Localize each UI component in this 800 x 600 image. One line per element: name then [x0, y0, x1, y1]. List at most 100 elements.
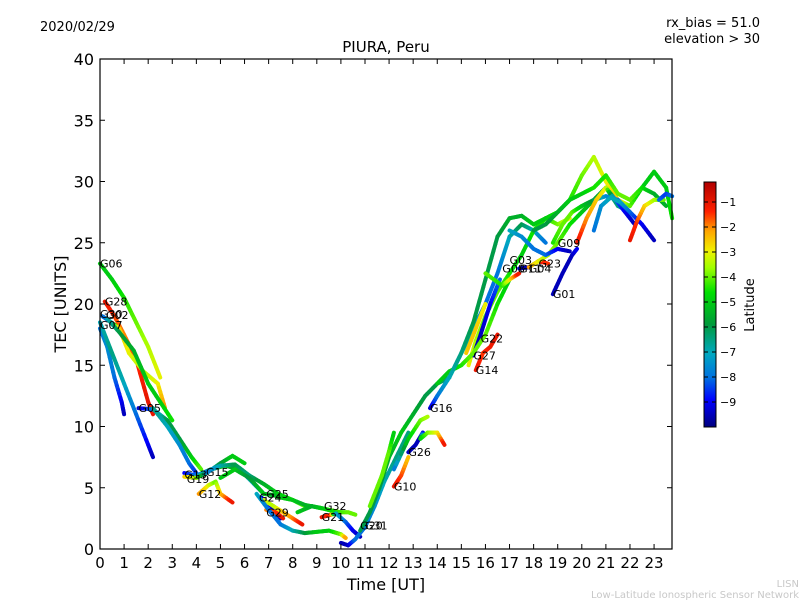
x-tick-label: 14	[428, 554, 447, 572]
trace-g29b	[261, 498, 305, 527]
trace-g01	[550, 246, 579, 297]
satellite-label-g30: G30	[100, 308, 123, 321]
x-tick-label: 5	[216, 554, 226, 572]
colorbar-label: Latitude	[743, 278, 758, 332]
satellite-label-g31: G31	[365, 520, 388, 533]
trace-g14	[473, 332, 500, 373]
trace-g07b	[98, 320, 155, 460]
satellite-label-g21: G21	[322, 511, 345, 524]
satellite-label-g32: G32	[324, 500, 347, 513]
trace-g14b	[435, 277, 512, 386]
trace-g08	[483, 271, 522, 288]
colorbar-tick-label: −2	[720, 221, 736, 234]
satellite-label-g25: G25	[266, 488, 289, 501]
x-tick-label: 8	[288, 554, 298, 572]
satellite-label-g29: G29	[266, 506, 289, 519]
trace-segment	[168, 415, 175, 423]
trace-g07	[98, 326, 127, 417]
satellite-label-g16: G16	[430, 402, 453, 415]
y-tick-label: 25	[74, 234, 94, 253]
trace-segment	[156, 370, 163, 380]
x-tick-label: 15	[452, 554, 471, 572]
satellite-label-g07: G07	[100, 319, 123, 332]
trace-g05b	[150, 406, 199, 476]
x-tick-label: 7	[264, 554, 274, 572]
trace-segment	[342, 535, 348, 540]
y-tick-label: 0	[84, 540, 94, 559]
x-tick-label: 16	[476, 554, 495, 572]
colorbar-gradient	[703, 181, 717, 428]
trace-segment	[405, 455, 411, 463]
trace-segment	[193, 469, 199, 476]
satellite-label-g10: G10	[394, 481, 417, 494]
x-tick-label: 23	[645, 554, 664, 572]
colorbar-ticks: −1 −2 −3 −4 −5 −6 −7 −8 −9	[704, 196, 736, 409]
trace-g02	[105, 316, 175, 423]
satellite-label-g09: G09	[558, 237, 581, 250]
colorbar-tick-label: −8	[720, 371, 736, 384]
x-axis-label: Time [UT]	[346, 575, 425, 594]
colorbar-tick-label: −1	[720, 196, 736, 209]
colorbar-tick-label: −7	[720, 346, 736, 359]
trace-segment	[279, 515, 286, 521]
trace-segment	[494, 332, 500, 339]
trace-segment	[150, 453, 155, 460]
trace-segment	[650, 235, 657, 243]
x-tick-label: 2	[143, 554, 153, 572]
trace-segment	[298, 521, 305, 527]
trace-segment	[515, 271, 522, 277]
y-tick-label: 10	[74, 418, 94, 437]
y-tick-label: 20	[74, 295, 94, 314]
x-tick-label: 1	[119, 554, 129, 572]
x-tick-label: 0	[95, 554, 105, 572]
x-tick-label: 10	[331, 554, 350, 572]
satellite-label-g08: G08	[502, 262, 525, 275]
elevation-annotation: elevation > 30	[664, 32, 760, 47]
trace-g06	[98, 261, 163, 380]
colorbar-tick-label: −6	[720, 321, 736, 334]
x-tick-label: 19	[548, 554, 567, 572]
trace-segment	[150, 410, 155, 417]
rx-bias-annotation: rx_bias = 51.0	[666, 16, 760, 31]
satellite-label-g04: G04	[529, 262, 552, 275]
footer-lisn: LISN	[777, 579, 799, 590]
trace-g29c	[254, 491, 348, 540]
x-tick-label: 17	[500, 554, 519, 572]
trace-segment	[441, 440, 447, 447]
trace-segment	[228, 499, 235, 505]
trace-segment	[197, 465, 204, 472]
satellite-label-g14: G14	[476, 364, 499, 377]
trace-g32	[295, 504, 358, 517]
trace-segment	[574, 246, 579, 252]
satellite-label-g13: G13	[184, 468, 207, 481]
x-tick-label: 6	[240, 554, 250, 572]
x-tick-label: 13	[404, 554, 423, 572]
y-tick-label: 15	[74, 356, 94, 375]
y-axis-label: TEC [UNITS]	[51, 256, 70, 354]
trace-segment	[541, 238, 548, 245]
satellite-label-g23: G23	[538, 258, 561, 271]
colorbar-tick-label: −3	[720, 246, 736, 259]
satellite-label-g05: G05	[139, 402, 162, 415]
trace-segment	[662, 201, 669, 208]
trace-segment	[404, 430, 411, 439]
satellite-label-g02: G02	[106, 309, 129, 322]
colorbar-tick-label: −9	[720, 396, 736, 409]
satellite-label-g20: G20	[360, 520, 383, 533]
satellite-label-g26: G26	[408, 446, 431, 459]
y-tick-label: 35	[74, 111, 94, 130]
x-tick-label: 18	[524, 554, 543, 572]
colorbar: −1 −2 −3 −4 −5 −6 −7 −8 −9 Latitude	[703, 181, 758, 428]
date-label: 2020/02/29	[40, 20, 115, 35]
x-tick-label: 21	[596, 554, 615, 572]
satellite-label-g11: G11	[519, 262, 542, 275]
trace-g12	[196, 479, 235, 505]
trace-g10b	[367, 430, 396, 509]
colorbar-tick-label: −5	[720, 296, 736, 309]
x-tick-label: 11	[355, 554, 374, 572]
trace-segment	[424, 414, 430, 420]
satellite-traces	[98, 155, 675, 548]
satellite-label-g28: G28	[105, 296, 128, 309]
